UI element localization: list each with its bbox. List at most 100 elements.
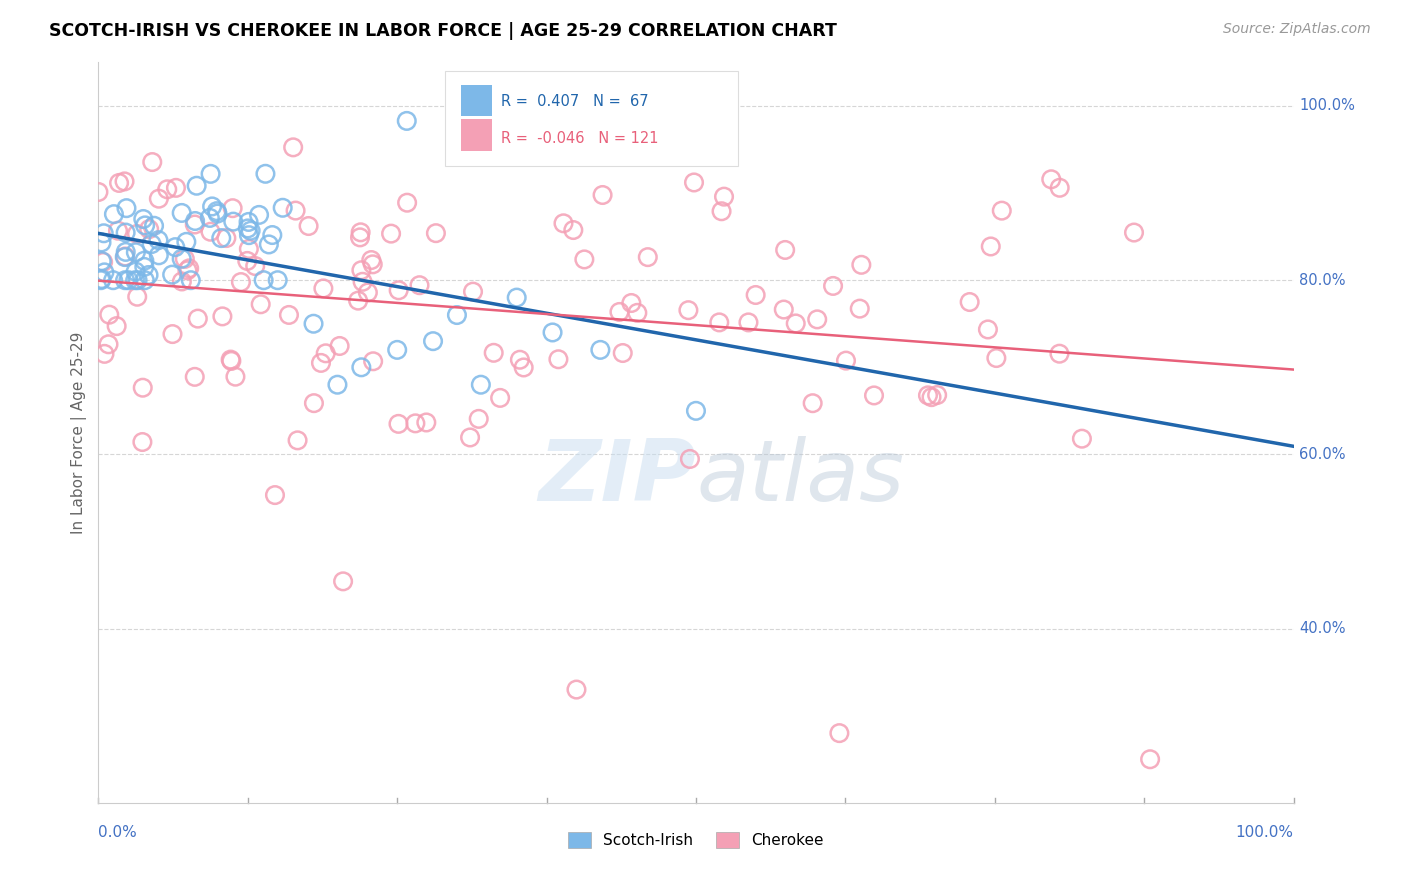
- Point: [565, 682, 588, 697]
- Point: [595, 90, 617, 104]
- Point: [980, 239, 1002, 253]
- Point: [93, 347, 115, 361]
- Point: [127, 290, 149, 304]
- Point: [253, 273, 276, 287]
- Point: [219, 352, 242, 367]
- Point: [562, 223, 585, 237]
- Point: [415, 416, 437, 430]
- Text: 0.0%: 0.0%: [98, 824, 138, 839]
- Point: [302, 317, 325, 331]
- Point: [90, 254, 112, 268]
- Point: [229, 275, 252, 289]
- Point: [679, 452, 702, 467]
- Point: [238, 215, 260, 229]
- Point: [134, 273, 156, 287]
- Point: [132, 212, 155, 227]
- Point: [828, 726, 851, 740]
- Point: [222, 214, 245, 228]
- Point: [221, 354, 243, 368]
- Point: [97, 337, 120, 351]
- Point: [772, 302, 794, 317]
- Point: [114, 174, 136, 188]
- Point: [257, 237, 280, 252]
- Point: [156, 182, 179, 196]
- Point: [350, 263, 373, 277]
- Point: [467, 412, 489, 426]
- Point: [1049, 347, 1071, 361]
- Point: [160, 268, 183, 282]
- Point: [773, 243, 796, 257]
- Point: [283, 140, 305, 154]
- Point: [360, 253, 382, 268]
- Point: [179, 261, 201, 276]
- Point: [184, 369, 207, 384]
- Point: [93, 265, 115, 279]
- Point: [187, 311, 209, 326]
- Point: [184, 214, 207, 228]
- Point: [637, 250, 659, 264]
- Point: [278, 308, 301, 322]
- Point: [710, 204, 733, 219]
- Point: [267, 273, 290, 287]
- Point: [98, 308, 121, 322]
- Point: [425, 226, 447, 240]
- Point: [927, 388, 949, 402]
- Point: [620, 296, 643, 310]
- Point: [685, 404, 707, 418]
- Point: [1139, 752, 1161, 766]
- Point: [124, 264, 146, 278]
- Point: [134, 219, 156, 233]
- Point: [446, 308, 468, 322]
- Point: [512, 360, 534, 375]
- Text: atlas: atlas: [696, 435, 904, 518]
- Text: 100.0%: 100.0%: [1236, 824, 1294, 839]
- Point: [349, 225, 371, 239]
- Point: [186, 178, 208, 193]
- Point: [683, 176, 706, 190]
- Point: [352, 275, 374, 289]
- Text: 60.0%: 60.0%: [1299, 447, 1346, 462]
- Point: [1040, 172, 1063, 186]
- Point: [744, 288, 766, 302]
- Point: [977, 322, 1000, 336]
- Point: [141, 155, 163, 169]
- Point: [209, 231, 232, 245]
- Point: [626, 306, 648, 320]
- Point: [312, 281, 335, 295]
- Point: [148, 248, 170, 262]
- Point: [801, 396, 824, 410]
- Point: [509, 352, 531, 367]
- Point: [553, 216, 575, 230]
- Point: [138, 268, 160, 282]
- Point: [173, 252, 195, 266]
- Point: [408, 278, 430, 293]
- Text: 80.0%: 80.0%: [1299, 273, 1346, 288]
- Y-axis label: In Labor Force | Age 25-29: In Labor Force | Age 25-29: [72, 332, 87, 533]
- Point: [249, 297, 271, 311]
- Point: [101, 273, 124, 287]
- Point: [114, 250, 136, 264]
- Point: [709, 315, 731, 329]
- Point: [388, 283, 411, 297]
- Text: R =  -0.046   N = 121: R = -0.046 N = 121: [501, 131, 658, 146]
- Point: [117, 273, 139, 287]
- Point: [114, 244, 136, 259]
- Point: [132, 381, 155, 395]
- Point: [184, 218, 207, 232]
- Text: SCOTCH-IRISH VS CHEROKEE IN LABOR FORCE | AGE 25-29 CORRELATION CHART: SCOTCH-IRISH VS CHEROKEE IN LABOR FORCE …: [49, 22, 837, 40]
- Point: [254, 167, 277, 181]
- Point: [737, 315, 759, 329]
- Point: [247, 208, 270, 222]
- Point: [571, 149, 593, 163]
- Point: [207, 206, 229, 220]
- Point: [785, 317, 807, 331]
- Point: [806, 312, 828, 326]
- Point: [917, 388, 939, 402]
- Point: [87, 185, 110, 199]
- Point: [851, 258, 873, 272]
- Point: [105, 319, 128, 334]
- Point: [224, 369, 246, 384]
- Point: [107, 224, 129, 238]
- Point: [165, 181, 187, 195]
- Point: [215, 231, 238, 245]
